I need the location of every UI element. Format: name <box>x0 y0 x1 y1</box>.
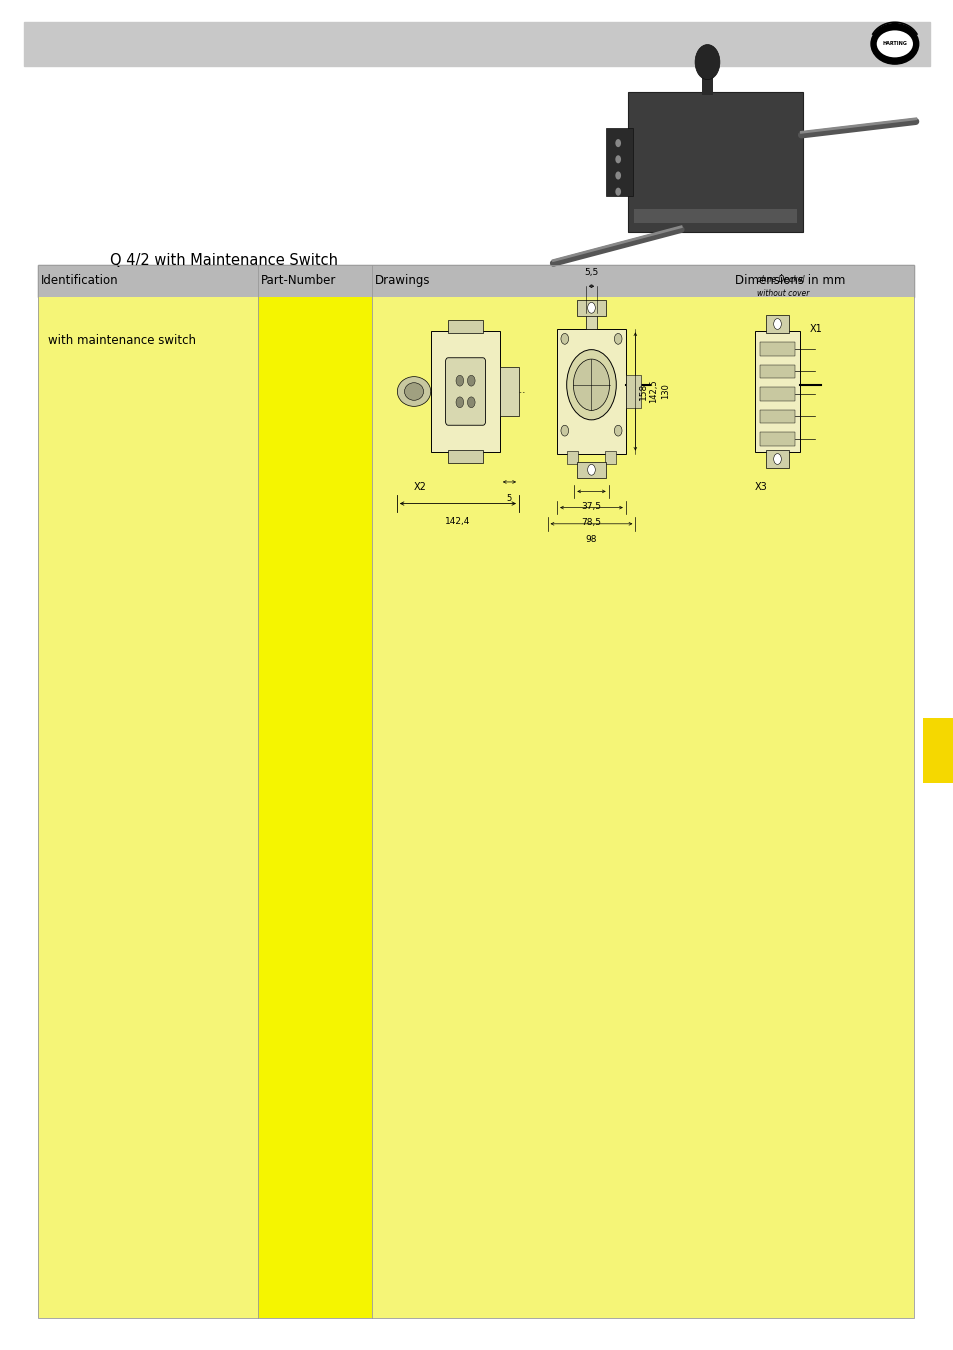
Circle shape <box>695 45 720 80</box>
Circle shape <box>456 397 463 408</box>
Bar <box>585 313 597 329</box>
Ellipse shape <box>876 31 912 58</box>
Circle shape <box>615 188 620 196</box>
Ellipse shape <box>870 24 918 65</box>
Circle shape <box>773 319 781 329</box>
Bar <box>760 432 794 446</box>
Circle shape <box>615 171 620 180</box>
Bar <box>431 331 499 452</box>
Bar <box>566 451 578 464</box>
Text: Q 4/2 with Maintenance Switch: Q 4/2 with Maintenance Switch <box>110 252 337 269</box>
Circle shape <box>773 454 781 464</box>
Text: with maintenance switch: with maintenance switch <box>48 333 195 347</box>
Circle shape <box>467 397 475 408</box>
Text: X2: X2 <box>413 482 426 491</box>
Bar <box>625 375 640 408</box>
Circle shape <box>615 139 620 147</box>
Text: 98: 98 <box>585 535 597 544</box>
Text: HARTING: HARTING <box>882 42 906 46</box>
Bar <box>448 450 482 463</box>
Bar <box>760 364 794 378</box>
Bar <box>577 462 605 478</box>
Bar <box>499 367 518 416</box>
Text: Dimensions in mm: Dimensions in mm <box>734 274 844 288</box>
Bar <box>605 128 632 196</box>
Bar <box>923 718 953 783</box>
Bar <box>760 387 794 401</box>
Text: ohne Deckel: ohne Deckel <box>756 274 803 284</box>
Text: 37,5: 37,5 <box>581 502 600 512</box>
Bar <box>557 329 625 454</box>
Text: 142,4: 142,4 <box>445 517 470 526</box>
Bar <box>38 265 913 1318</box>
Bar <box>577 300 605 316</box>
Ellipse shape <box>396 377 430 406</box>
Ellipse shape <box>404 383 423 401</box>
Bar <box>448 320 482 333</box>
Text: 130: 130 <box>660 383 669 400</box>
Bar <box>38 297 257 1318</box>
Bar <box>765 450 788 468</box>
FancyBboxPatch shape <box>445 358 485 425</box>
Bar <box>754 331 800 452</box>
Bar <box>634 209 796 223</box>
Bar <box>372 297 913 1318</box>
Text: Part-Number: Part-Number <box>260 274 335 288</box>
Circle shape <box>614 333 621 344</box>
Bar <box>765 315 788 333</box>
Circle shape <box>573 359 609 410</box>
Text: X3: X3 <box>754 482 766 491</box>
Text: 5,5: 5,5 <box>584 267 598 277</box>
Circle shape <box>614 425 621 436</box>
Text: 5: 5 <box>506 494 512 504</box>
Circle shape <box>467 375 475 386</box>
Circle shape <box>615 155 620 163</box>
Bar <box>760 342 794 355</box>
Circle shape <box>587 302 595 313</box>
Text: 142,5: 142,5 <box>648 379 657 404</box>
Circle shape <box>587 464 595 475</box>
Circle shape <box>456 375 463 386</box>
Bar <box>701 70 713 95</box>
Circle shape <box>560 333 568 344</box>
Text: Identification: Identification <box>41 274 118 288</box>
Bar <box>257 297 372 1318</box>
Circle shape <box>566 350 616 420</box>
Circle shape <box>560 425 568 436</box>
Text: X1: X1 <box>809 324 821 333</box>
Text: without cover: without cover <box>756 289 808 298</box>
Bar <box>38 265 913 297</box>
FancyBboxPatch shape <box>627 92 802 232</box>
Text: Drawings: Drawings <box>375 274 430 288</box>
Text: 78,5: 78,5 <box>581 518 600 528</box>
Bar <box>760 409 794 423</box>
Text: 158: 158 <box>639 383 647 400</box>
Bar <box>24 22 929 66</box>
Bar <box>38 265 913 297</box>
Bar <box>604 451 616 464</box>
